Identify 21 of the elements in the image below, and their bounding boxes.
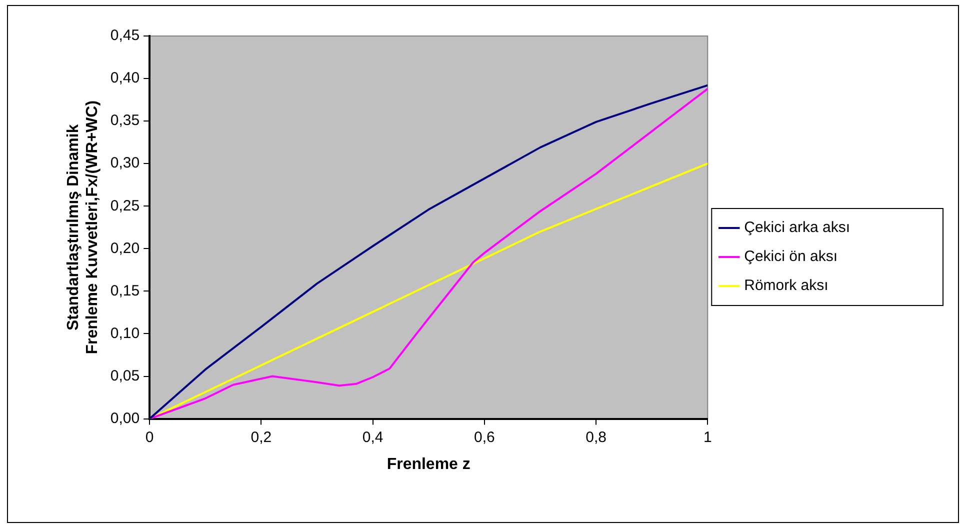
y-axis-title: Standartlaştırılmış Dinamik Frenleme Kuvvetleri,Fx/(WR+WC) <box>65 100 102 354</box>
y-tick-label: 0,15 <box>110 282 140 300</box>
x-axis-title: Frenleme z <box>386 456 470 473</box>
x-tick-label: 0,4 <box>362 428 384 446</box>
y-tick-label: 0,20 <box>110 240 140 257</box>
y-tick-label: 0,30 <box>110 154 140 172</box>
legend-label: Çekici arka aksı <box>744 219 850 236</box>
x-tick-label: 1 <box>703 428 712 446</box>
x-tick-label: 0,2 <box>250 428 272 446</box>
x-tick-label: 0 <box>145 428 154 446</box>
x-tick-label: 0,8 <box>586 428 606 446</box>
y-tick-label: 0,40 <box>110 70 140 87</box>
y-tick-label: 0,00 <box>110 410 140 427</box>
x-tick-label: 0,6 <box>474 428 495 446</box>
y-tick-label: 0,05 <box>110 367 140 384</box>
legend-label: Römork aksı <box>744 277 828 294</box>
y-tick-label: 0,35 <box>110 112 140 130</box>
y-tick-label: 0,25 <box>110 197 140 214</box>
y-tick-label: 0,10 <box>110 324 140 342</box>
y-tick-label: 0,45 <box>110 27 140 44</box>
legend-label: Çekici ön aksı <box>744 248 838 266</box>
